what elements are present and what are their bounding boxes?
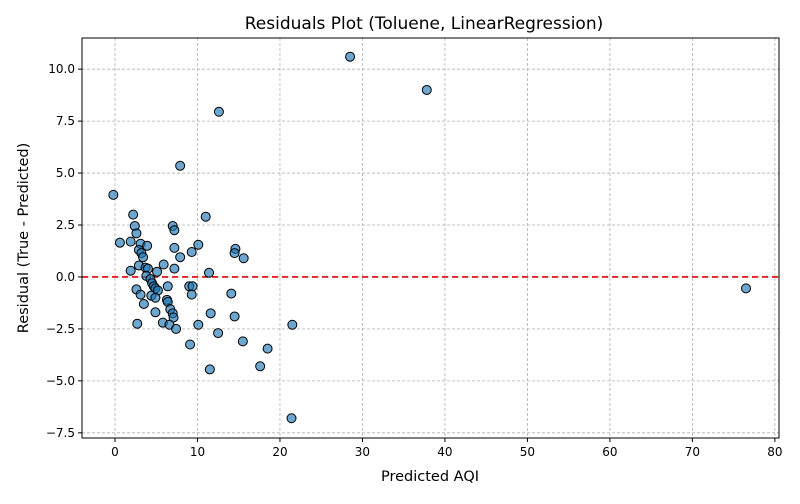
- y-tick-label: 7.5: [56, 114, 75, 128]
- y-tick-label: 5.0: [56, 166, 75, 180]
- data-point: [169, 242, 180, 253]
- data-point: [138, 298, 149, 309]
- plot-area-frame: [81, 37, 780, 439]
- data-point: [204, 267, 215, 278]
- x-tick-label: 40: [437, 445, 452, 459]
- data-point: [226, 288, 237, 299]
- y-tick-label: 10.0: [48, 62, 75, 76]
- data-point: [142, 240, 153, 251]
- data-point: [131, 228, 142, 239]
- y-tick-label: 0.0: [56, 270, 75, 284]
- x-axis-label: Predicted AQI: [381, 469, 479, 485]
- data-point: [286, 413, 297, 424]
- x-tick-label: 70: [685, 445, 700, 459]
- y-tick-label: −2.5: [46, 322, 75, 336]
- data-point: [200, 211, 211, 222]
- data-point: [186, 289, 197, 300]
- data-point: [114, 237, 125, 248]
- data-points: [108, 51, 752, 424]
- y-tick-label: −5.0: [46, 374, 75, 388]
- y-tick-label: 2.5: [56, 218, 75, 232]
- x-tick-label: 0: [111, 445, 119, 459]
- data-point: [193, 319, 204, 330]
- data-point: [193, 239, 204, 250]
- data-point: [162, 281, 173, 292]
- data-point: [125, 236, 136, 247]
- y-tick-label: −7.5: [46, 426, 75, 440]
- data-point: [125, 265, 136, 276]
- data-point: [135, 289, 146, 300]
- data-point: [169, 263, 180, 274]
- data-point: [205, 308, 216, 319]
- data-point: [108, 189, 119, 200]
- data-point: [262, 343, 273, 354]
- data-point: [138, 252, 149, 263]
- x-tick-label: 10: [190, 445, 205, 459]
- x-tick-label: 80: [767, 445, 782, 459]
- data-point: [255, 361, 266, 372]
- data-point: [158, 259, 169, 270]
- x-tick-label: 30: [355, 445, 370, 459]
- data-point: [169, 225, 180, 236]
- data-point: [345, 51, 356, 62]
- data-point: [185, 339, 196, 350]
- y-axis-label: Residual (True - Predicted): [16, 143, 32, 333]
- data-point: [204, 364, 215, 375]
- data-point: [237, 336, 248, 347]
- data-point: [213, 106, 224, 117]
- data-point: [213, 328, 224, 339]
- data-point: [128, 209, 139, 220]
- data-point: [175, 252, 186, 263]
- x-axis-ticks: 0 10 20 30 40 50 60 70 80: [111, 438, 783, 459]
- x-tick-label: 50: [520, 445, 535, 459]
- data-point: [287, 319, 298, 330]
- data-point: [171, 323, 182, 334]
- data-point: [186, 247, 197, 258]
- x-tick-label: 20: [272, 445, 287, 459]
- data-point: [229, 311, 240, 322]
- data-point: [238, 253, 249, 264]
- data-point: [187, 281, 198, 292]
- data-point: [421, 84, 432, 95]
- y-axis-ticks: −7.5 −5.0 −2.5 0.0 2.5 5.0 7.5 10.0: [46, 62, 82, 440]
- data-point: [132, 318, 143, 329]
- chart-title: Residuals Plot (Toluene, LinearRegressio…: [245, 14, 603, 34]
- data-point: [152, 266, 163, 277]
- data-point: [150, 307, 161, 318]
- data-point: [150, 292, 161, 303]
- data-point: [175, 160, 186, 171]
- data-point: [229, 248, 240, 259]
- data-point: [741, 283, 752, 294]
- grid: [82, 38, 779, 438]
- x-tick-label: 60: [602, 445, 617, 459]
